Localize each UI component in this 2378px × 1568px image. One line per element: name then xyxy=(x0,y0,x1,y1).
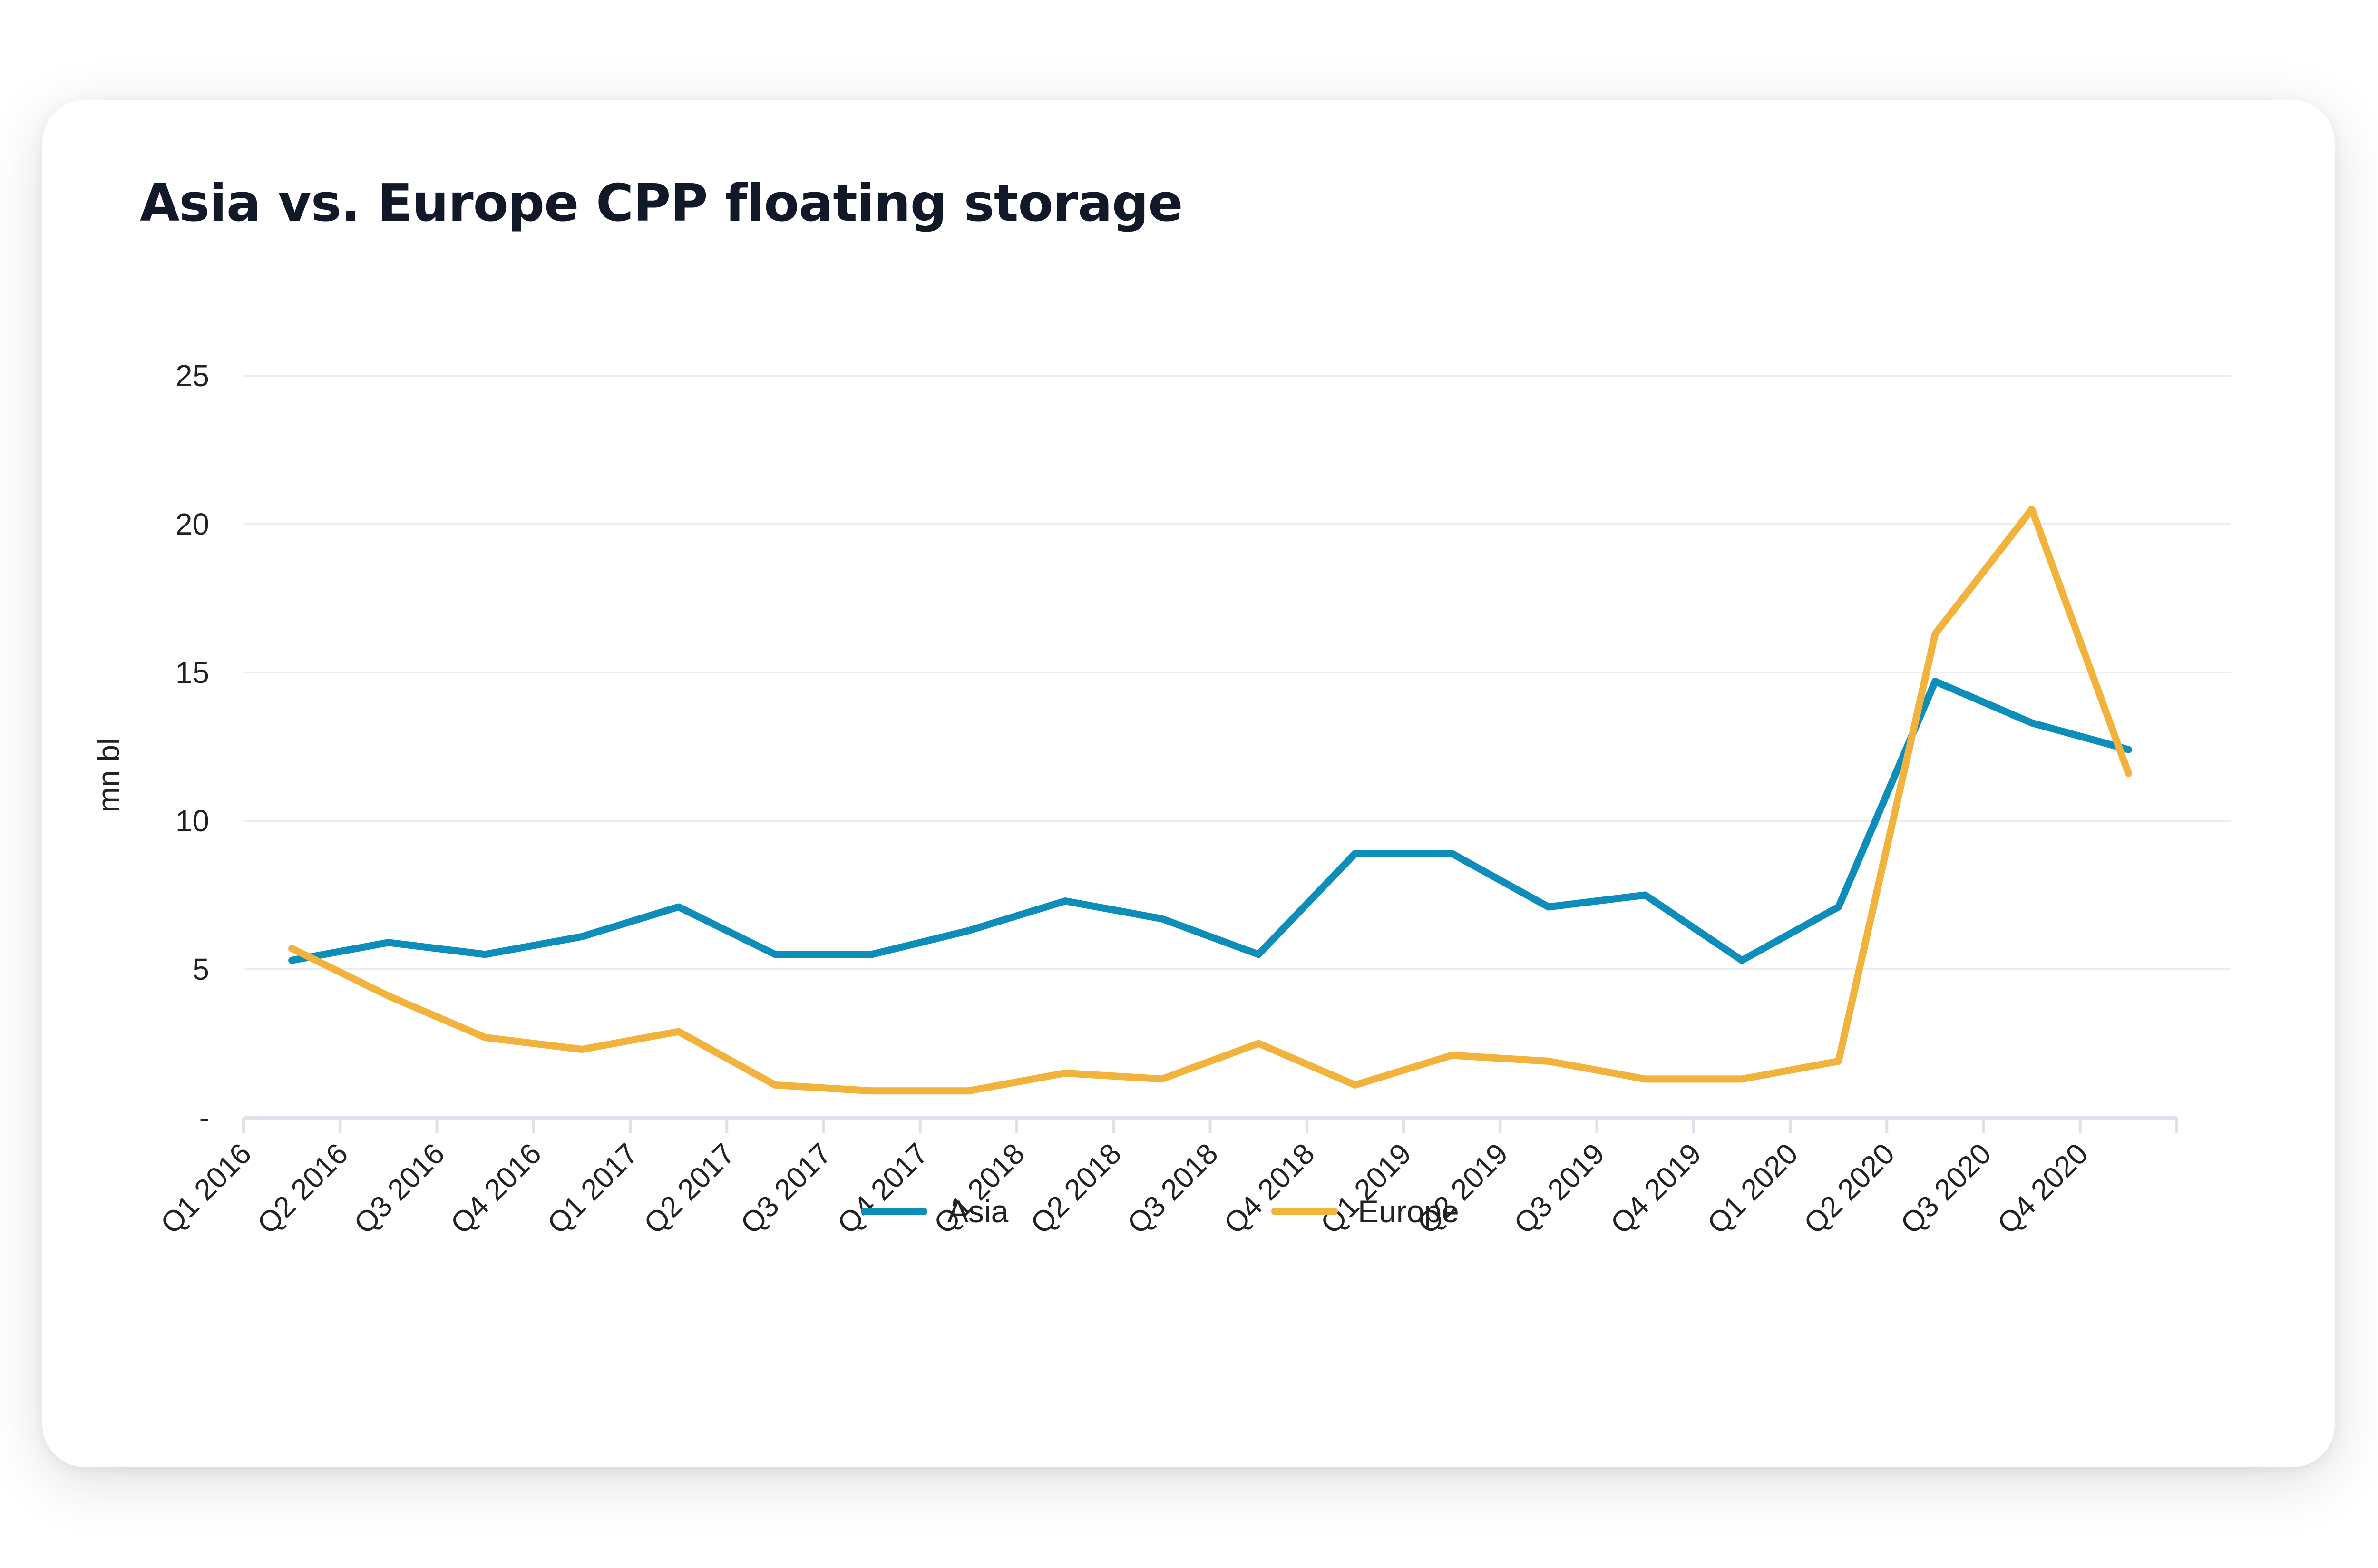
y-tick-label-15: 15 xyxy=(175,655,209,690)
chart-title: Asia vs. Europe CPP floating storage xyxy=(140,174,1183,233)
legend-item-europe: Europe xyxy=(1271,1183,1459,1240)
legend-swatch-europe xyxy=(1271,1208,1338,1215)
y-tick-label-20: 20 xyxy=(175,507,209,541)
legend-swatch-asia xyxy=(861,1208,927,1215)
legend-item-asia: Asia xyxy=(861,1183,1008,1240)
y-tick-label-5: 5 xyxy=(192,952,209,986)
y-tick-label-25: 25 xyxy=(175,359,209,393)
legend-label-asia: Asia xyxy=(947,1194,1009,1229)
y-tick-label-0: - xyxy=(199,1101,209,1135)
series-line-asia xyxy=(288,678,2132,964)
chart-card: Asia vs. Europe CPP floating storage xyxy=(42,100,2335,1467)
y-axis-title: mn bl xyxy=(91,738,126,813)
chart-legend: Asia Europe xyxy=(0,1183,2378,1240)
y-tick-label-10: 10 xyxy=(175,804,209,838)
series-line-europe xyxy=(288,506,2132,1095)
legend-label-europe: Europe xyxy=(1358,1194,1459,1229)
